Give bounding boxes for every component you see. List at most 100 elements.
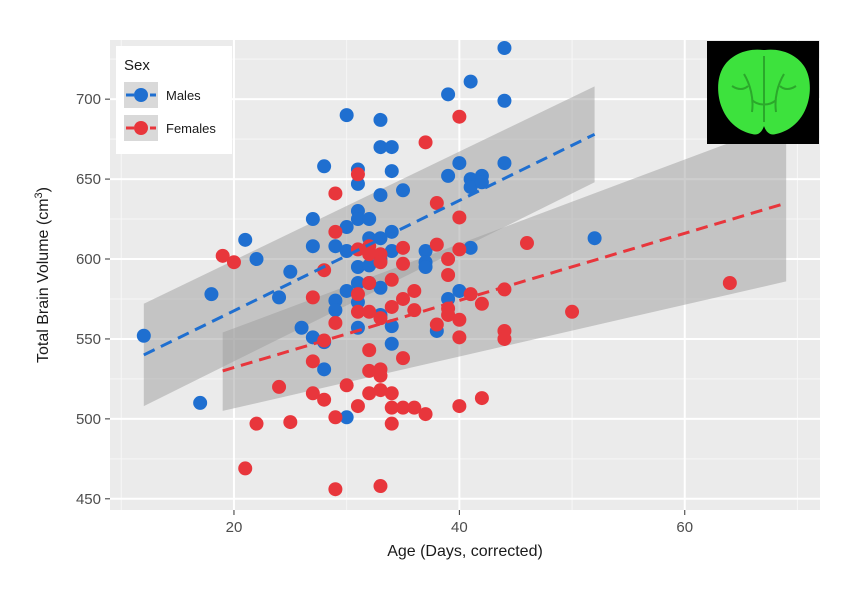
point-males [463, 74, 478, 89]
legend-title: Sex [124, 57, 150, 74]
point-males [339, 410, 354, 425]
point-males [249, 252, 264, 267]
point-females [396, 240, 411, 255]
point-females [317, 263, 332, 278]
point-females [384, 416, 399, 431]
x-tick-label: 20 [226, 519, 243, 536]
point-males [474, 175, 489, 190]
point-males [463, 240, 478, 255]
point-females [328, 315, 343, 330]
point-females [497, 282, 512, 297]
y-axis-title-main: Total Brain Volume (cm [35, 198, 52, 363]
point-males [328, 303, 343, 318]
point-females [339, 378, 354, 393]
point-females [226, 255, 241, 270]
legend-label-females: Females [166, 121, 216, 136]
point-males [587, 231, 602, 246]
axis-ticks: 20 40 60 450 500 550 600 650 700 [76, 91, 693, 536]
point-males [497, 40, 512, 55]
data-points [136, 40, 737, 497]
trend-line-males [143, 132, 596, 357]
point-females [249, 416, 264, 431]
point-males [305, 212, 320, 227]
point-females [452, 109, 467, 124]
point-females [373, 368, 388, 383]
y-axis-title-end: ) [35, 187, 52, 192]
point-females [373, 383, 388, 398]
point-females [429, 237, 444, 252]
point-males [373, 140, 388, 155]
point-males [384, 244, 399, 259]
point-females [396, 256, 411, 271]
point-females [418, 135, 433, 150]
point-females [396, 351, 411, 366]
point-males [373, 112, 388, 127]
y-axis-title: Total Brain Volume (cm3) [33, 187, 52, 363]
point-females [305, 386, 320, 401]
point-females [407, 283, 422, 298]
point-females [350, 167, 365, 182]
point-females [474, 391, 489, 406]
point-females [362, 363, 377, 378]
trend-lines [143, 132, 787, 373]
point-males [373, 188, 388, 203]
point-females [452, 242, 467, 257]
x-tick-label: 60 [676, 519, 693, 536]
point-males [305, 239, 320, 254]
point-males [350, 212, 365, 227]
point-females [396, 291, 411, 306]
y-tick-label: 700 [76, 91, 101, 108]
y-tick-label: 450 [76, 491, 101, 508]
point-males [328, 293, 343, 308]
point-females [362, 386, 377, 401]
y-tick-label: 650 [76, 171, 101, 188]
point-females [362, 304, 377, 319]
legend-key-males-point [134, 88, 148, 102]
point-males [272, 290, 287, 305]
point-males [317, 362, 332, 377]
point-females [565, 304, 580, 319]
point-females [373, 255, 388, 270]
point-males [418, 244, 433, 259]
point-males [384, 164, 399, 179]
y-tick-label: 550 [76, 331, 101, 348]
point-females [272, 379, 287, 394]
legend: Sex Males Females [116, 46, 232, 154]
y-tick-label: 600 [76, 251, 101, 268]
point-females [215, 248, 230, 263]
y-tick-label: 500 [76, 411, 101, 428]
point-males [294, 320, 309, 335]
point-females [283, 415, 298, 430]
point-females [722, 275, 737, 290]
point-females [396, 400, 411, 415]
point-males [317, 159, 332, 174]
point-females [350, 304, 365, 319]
point-females [384, 386, 399, 401]
legend-key-females-point [134, 121, 148, 135]
point-females [441, 252, 456, 267]
point-males [463, 180, 478, 195]
point-males [204, 287, 219, 302]
point-females [328, 224, 343, 239]
point-females [429, 196, 444, 211]
confidence-band-females [222, 121, 787, 411]
point-females [384, 400, 399, 415]
brain-scan-inset [707, 41, 819, 144]
point-females [407, 400, 422, 415]
point-males [497, 156, 512, 171]
point-males [497, 93, 512, 108]
y-axis-title-superscript: 3 [33, 192, 45, 198]
point-males [238, 232, 253, 247]
point-males [193, 395, 208, 410]
point-females [497, 331, 512, 346]
point-females [362, 247, 377, 262]
point-females [452, 399, 467, 414]
point-males [328, 239, 343, 254]
point-females [373, 479, 388, 494]
point-females [238, 461, 253, 476]
point-males [441, 87, 456, 102]
point-males [362, 212, 377, 227]
point-females [384, 272, 399, 287]
point-males [350, 176, 365, 191]
